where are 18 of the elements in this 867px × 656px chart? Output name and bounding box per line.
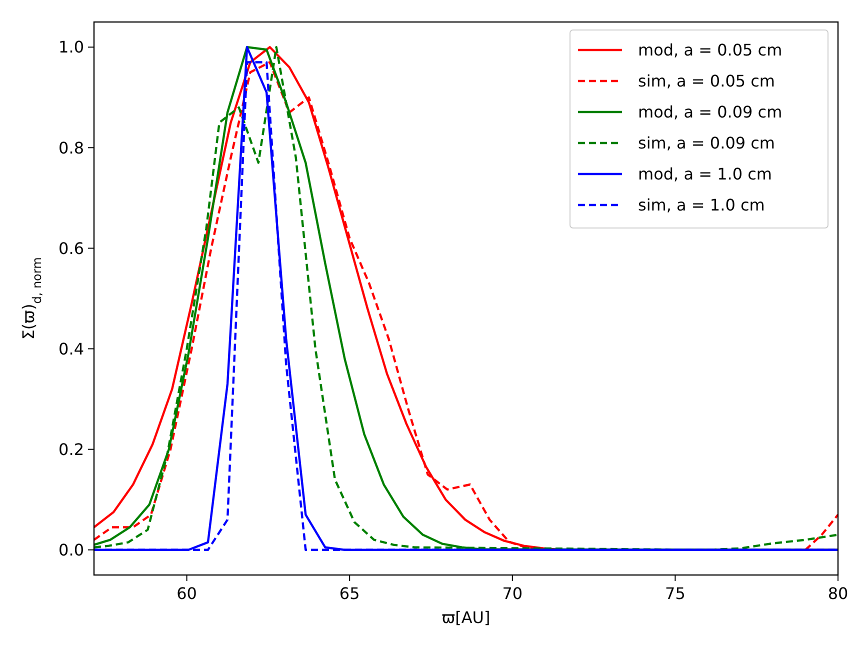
y-tick-label: 1.0 [58, 38, 84, 57]
x-tick-label: 80 [828, 584, 848, 603]
x-tick-label: 75 [665, 584, 686, 603]
legend-label: sim, a = 0.09 cm [638, 134, 776, 153]
y-tick-label: 0.8 [58, 138, 84, 158]
y-tick-label: 0.4 [58, 339, 84, 358]
y-tick-label: 0.2 [58, 440, 84, 459]
legend-label: mod, a = 1.0 cm [638, 164, 772, 184]
legend-label: mod, a = 0.05 cm [638, 40, 782, 60]
legend-label: sim, a = 0.05 cm [638, 72, 776, 91]
x-tick-label: 60 [176, 584, 197, 603]
x-axis-title: ϖ[AU] [442, 608, 490, 627]
legend-label: sim, a = 1.0 cm [638, 196, 765, 215]
x-tick-label: 65 [339, 584, 360, 603]
y-tick-label: 0.0 [58, 540, 84, 560]
x-tick-label: 70 [502, 584, 523, 603]
legend-label: mod, a = 0.09 cm [638, 102, 782, 122]
y-tick-label: 0.6 [58, 238, 84, 258]
